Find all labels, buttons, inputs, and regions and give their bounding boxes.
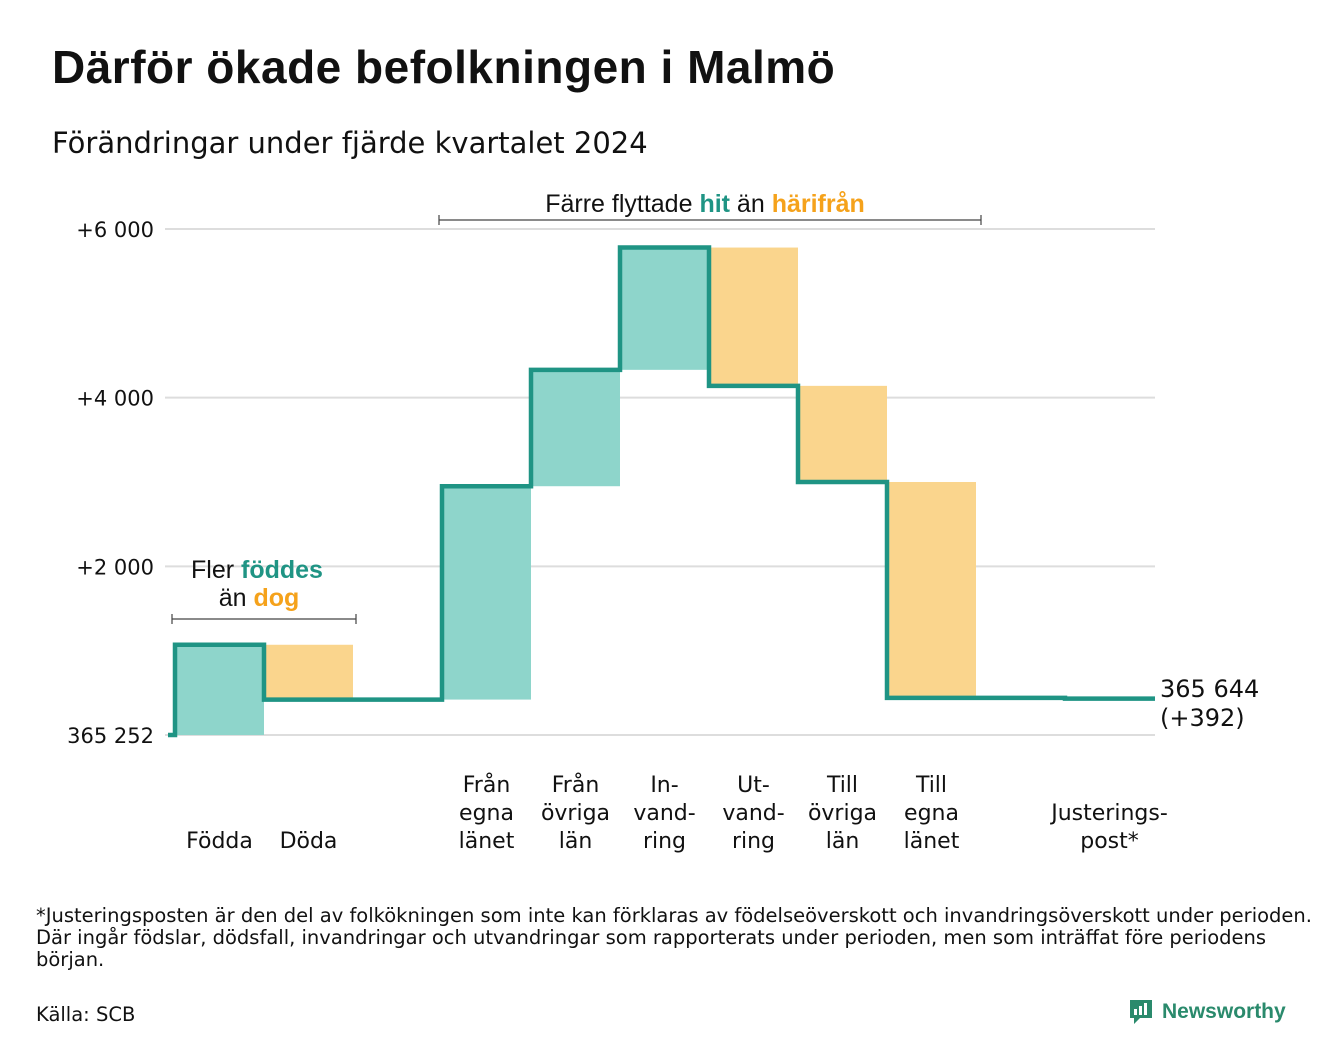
births-highlight: föddes (241, 556, 323, 584)
category-label: Till (915, 773, 947, 798)
category-label: län (826, 829, 860, 854)
category-label: Till (826, 773, 858, 798)
bar-increase (620, 247, 709, 370)
bars (175, 247, 976, 735)
category-label: ring (732, 829, 775, 854)
category-label: län (559, 829, 593, 854)
bar-increase (531, 369, 620, 487)
category-label: länet (459, 829, 515, 854)
births-deaths-annotation: Fler föddes än dog (171, 556, 357, 624)
source-note: Källa: SCB (36, 1003, 136, 1026)
births-annotation-line2: än dog (219, 584, 300, 612)
deaths-highlight: dog (253, 584, 299, 612)
y-axis-ticks: 365 252 +2 000 +4 000 +6 000 (67, 218, 154, 748)
bar-decrease (887, 482, 976, 698)
moves-bracket (438, 215, 982, 225)
category-label: övriga (541, 801, 610, 826)
newsworthy-logo-icon (1130, 1000, 1152, 1024)
y-tick-label: +6 000 (76, 218, 154, 242)
y-tick-label: +4 000 (76, 387, 154, 411)
cumulative-step-line (168, 245, 1155, 738)
category-label: länet (904, 829, 960, 854)
category-label: Födda (186, 829, 253, 854)
category-label: Från (463, 772, 511, 798)
bar-increase (175, 644, 264, 735)
bar-increase (442, 486, 531, 700)
category-label: In- (650, 773, 678, 798)
births-bracket (171, 614, 357, 624)
grid-lines (165, 228, 1155, 736)
category-label: egna (459, 801, 514, 826)
category-label: vand- (722, 801, 784, 826)
moves-in-highlight: hit (699, 190, 730, 218)
chart-title: Därför ökade befolkningen i Malmö (52, 41, 836, 93)
footnote: *Justeringsposten är den del av folkökni… (36, 904, 1312, 971)
waterfall-chart: 365 252 +2 000 +4 000 +6 000 Födda Döda Från e… (67, 190, 1259, 854)
category-label: Justerings- (1049, 801, 1168, 826)
category-label: Ut- (737, 773, 770, 798)
brand-name: Newsworthy (1162, 1000, 1286, 1023)
category-label: post* (1080, 829, 1139, 854)
category-label: Från (552, 772, 600, 798)
bar-decrease (264, 644, 353, 700)
moves-annotation: Färre flyttade hit än härifrån (438, 190, 982, 225)
y-tick-label: 365 252 (67, 724, 154, 748)
bar-decrease (798, 385, 887, 482)
y-tick-label: +2 000 (76, 555, 154, 579)
chart-subtitle: Förändringar under fjärde kvartalet 2024 (52, 126, 648, 160)
brand-logo: Newsworthy (1128, 998, 1286, 1026)
category-label: egna (904, 801, 959, 826)
category-label: Döda (280, 829, 338, 854)
moves-out-highlight: härifrån (772, 190, 865, 218)
births-annotation-line1: Fler föddes (191, 556, 323, 584)
moves-annotation-text: Färre flyttade hit än härifrån (545, 190, 865, 218)
category-labels: Födda Döda Från egna länet Från övriga län In-va… (186, 772, 1168, 854)
category-label: övriga (808, 801, 877, 826)
bar-decrease (709, 247, 798, 386)
category-label: ring (643, 829, 686, 854)
category-label: vand- (633, 801, 695, 826)
end-change-label: (+392) (1160, 704, 1245, 732)
end-value-label: 365 644 (1160, 675, 1259, 703)
